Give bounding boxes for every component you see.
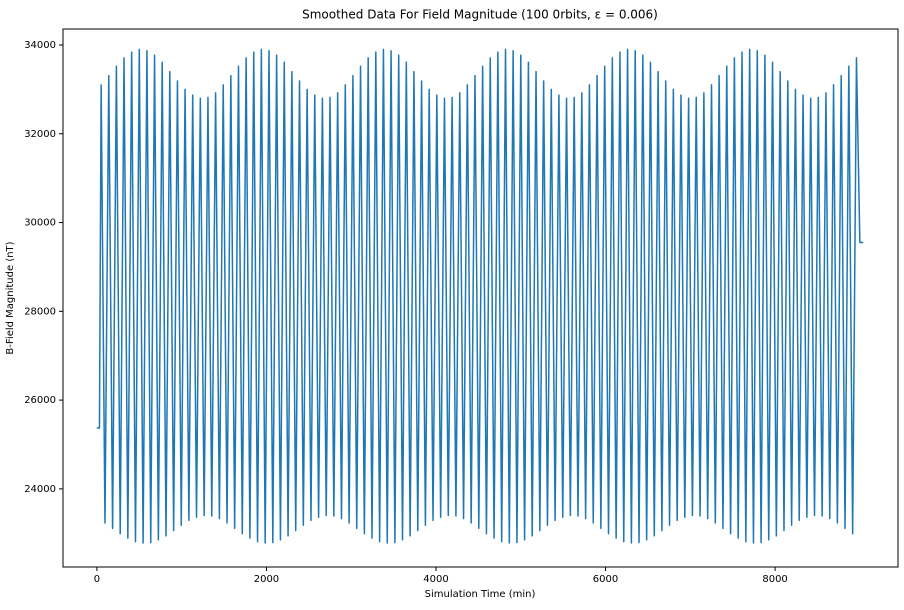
data-line	[96, 48, 864, 544]
y-tick-label: 30000	[24, 218, 56, 229]
x-tick-label: 0	[94, 574, 100, 585]
y-tick-label: 28000	[24, 306, 56, 317]
y-tick-label: 24000	[24, 484, 56, 495]
y-tick-label: 34000	[24, 40, 56, 51]
x-tick-label: 4000	[423, 574, 448, 585]
x-tick-label: 6000	[593, 574, 618, 585]
x-tick-label: 8000	[762, 574, 787, 585]
y-tick-label: 32000	[24, 129, 56, 140]
plot-frame	[62, 28, 899, 568]
x-axis-label: Simulation Time (min)	[425, 589, 536, 600]
y-tick-label: 26000	[24, 395, 56, 406]
chart-title: Smoothed Data For Field Magnitude (100 0…	[302, 8, 658, 22]
x-tick-label: 2000	[254, 574, 279, 585]
y-axis-label: B-Field Magnitude (nT)	[5, 241, 16, 354]
